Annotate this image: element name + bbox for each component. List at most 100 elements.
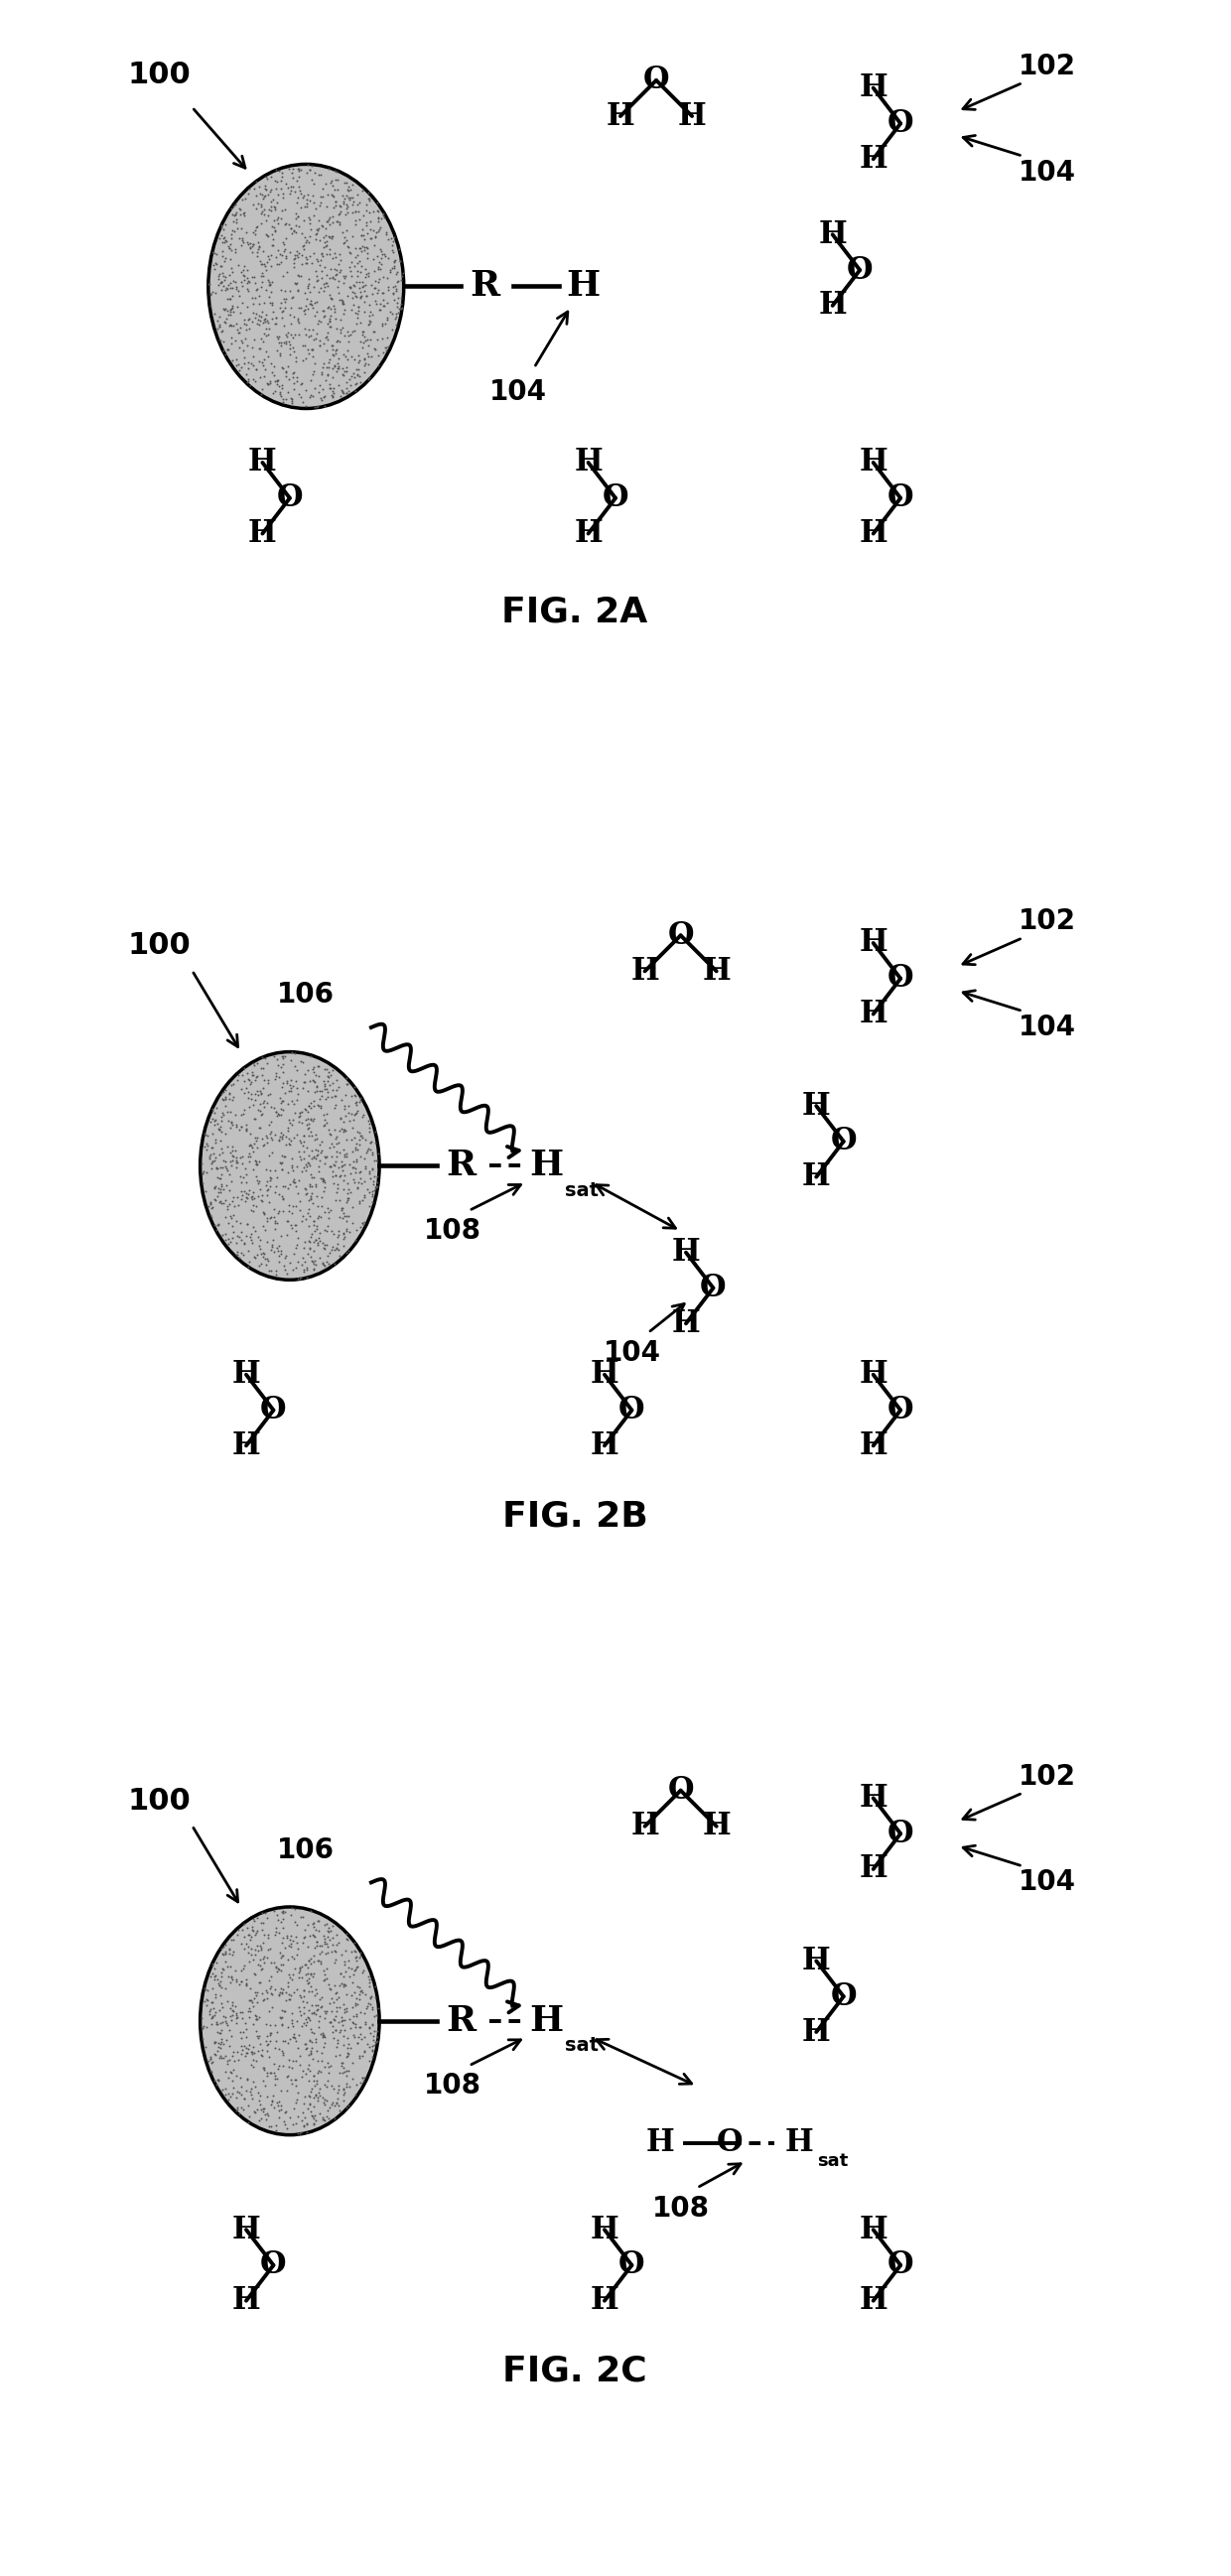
Point (271, 1937, 291, 1978)
Point (292, 1945, 311, 1986)
Point (298, 2089, 318, 2130)
Point (272, 1177, 292, 1218)
Point (222, 188, 241, 229)
Point (309, 1216, 329, 1257)
Text: sat: sat (565, 2035, 598, 2056)
Point (239, 263, 259, 304)
Point (351, 276, 371, 317)
Point (281, 327, 300, 368)
Point (215, 237, 235, 278)
Point (198, 1185, 218, 1226)
Point (341, 2007, 361, 2048)
Point (375, 234, 395, 276)
Point (305, 386, 325, 428)
Text: H: H (574, 518, 602, 549)
Point (326, 1978, 346, 2020)
Point (256, 2020, 276, 2061)
Point (277, 1914, 297, 1955)
Point (259, 363, 278, 404)
Point (199, 1136, 219, 1177)
Point (310, 183, 330, 224)
Point (201, 2050, 220, 2092)
Point (366, 216, 385, 258)
Point (314, 291, 334, 332)
Point (239, 173, 259, 214)
Point (314, 1244, 334, 1285)
Point (209, 2012, 229, 2053)
Point (367, 273, 387, 314)
Point (337, 1919, 357, 1960)
Point (235, 2079, 255, 2120)
Point (297, 242, 316, 283)
Point (327, 1167, 347, 1208)
Point (332, 1935, 352, 1976)
Point (267, 2048, 287, 2089)
Point (244, 1206, 263, 1247)
Point (383, 232, 403, 273)
Point (337, 340, 357, 381)
Text: H: H (702, 956, 731, 987)
Point (251, 374, 271, 415)
Point (215, 335, 235, 376)
Point (251, 204, 271, 245)
Point (222, 276, 241, 317)
Point (321, 1229, 341, 1270)
Point (259, 196, 278, 237)
Point (337, 1182, 357, 1224)
Point (293, 1041, 313, 1082)
Point (302, 1110, 321, 1151)
Point (220, 278, 240, 319)
Point (243, 2040, 262, 2081)
Point (347, 1167, 367, 1208)
Point (355, 1146, 374, 1188)
Point (300, 234, 320, 276)
Point (287, 263, 307, 304)
Point (294, 1090, 314, 1131)
Point (329, 2069, 348, 2110)
Point (286, 211, 305, 252)
Point (276, 188, 295, 229)
Point (316, 185, 336, 227)
Point (374, 286, 394, 327)
Point (273, 1113, 293, 1154)
Point (347, 1139, 367, 1180)
Point (271, 160, 291, 201)
Point (243, 2032, 262, 2074)
Point (249, 1996, 268, 2038)
Point (337, 348, 357, 389)
Point (378, 237, 398, 278)
Point (337, 1136, 357, 1177)
Point (314, 216, 334, 258)
Point (318, 2043, 337, 2084)
Point (343, 1141, 363, 1182)
Point (366, 260, 385, 301)
Point (270, 366, 289, 407)
Point (282, 167, 302, 209)
Point (256, 1038, 276, 1079)
Point (309, 2050, 329, 2092)
Point (218, 2043, 238, 2084)
Point (222, 1064, 241, 1105)
Point (384, 216, 404, 258)
Point (308, 240, 327, 281)
Point (357, 1131, 377, 1172)
Point (294, 1917, 314, 1958)
Point (352, 2017, 372, 2058)
Point (353, 312, 373, 353)
Point (287, 1066, 307, 1108)
Point (257, 1978, 277, 2020)
Point (307, 1968, 326, 2009)
Point (363, 1989, 383, 2030)
Point (241, 2045, 261, 2087)
Point (346, 276, 366, 317)
Point (214, 240, 234, 281)
Point (351, 301, 371, 343)
Point (225, 1986, 245, 2027)
Text: H: H (630, 956, 659, 987)
Point (201, 1182, 220, 1224)
Point (323, 278, 342, 319)
Point (227, 1960, 246, 2002)
Point (245, 1953, 265, 1994)
Point (327, 1226, 347, 1267)
Point (335, 258, 355, 299)
